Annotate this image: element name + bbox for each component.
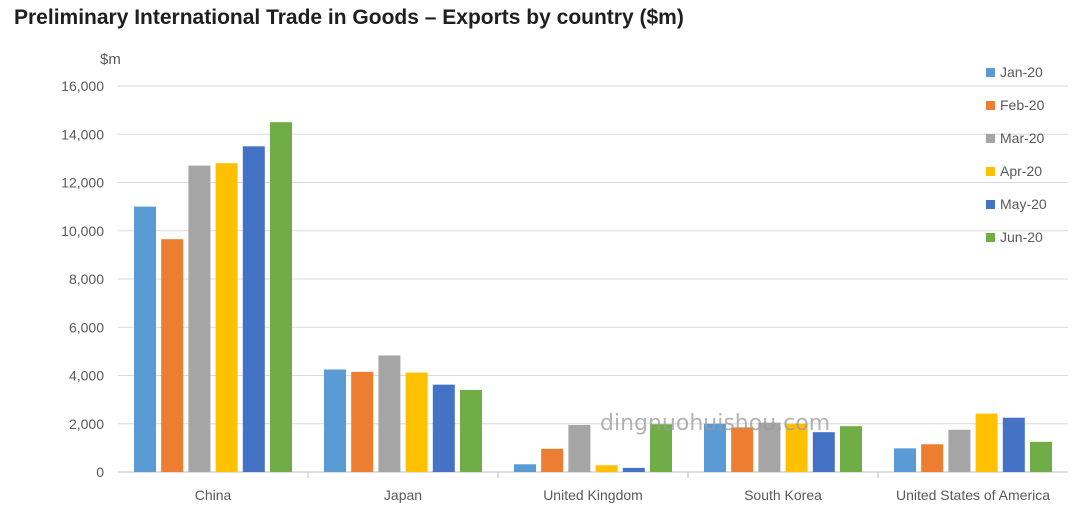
x-category-label: United States of America bbox=[896, 487, 1050, 503]
bar-jun-20 bbox=[840, 426, 862, 472]
bars bbox=[134, 122, 1052, 473]
y-tick-label: 2,000 bbox=[69, 416, 104, 432]
bar-jun-20 bbox=[270, 122, 292, 472]
legend-label: May-20 bbox=[1000, 196, 1047, 212]
gridlines bbox=[118, 85, 1068, 473]
legend-label: Jun-20 bbox=[1000, 229, 1043, 245]
y-tick-label: 12,000 bbox=[61, 175, 104, 191]
bar-jan-20 bbox=[324, 369, 346, 472]
bar-mar-20 bbox=[188, 165, 211, 473]
legend-swatch bbox=[986, 101, 995, 110]
bar-jan-20 bbox=[704, 423, 726, 472]
bar-jan-20 bbox=[134, 206, 156, 472]
y-axis-ticks: 0 2,000 4,000 6,000 8,000 10,000 12,000 14,000 1… bbox=[61, 78, 104, 480]
x-category-label: United Kingdom bbox=[543, 487, 643, 503]
bar-feb-20 bbox=[351, 371, 374, 472]
bar-jun-20 bbox=[650, 424, 672, 472]
bar-apr-20 bbox=[405, 372, 428, 472]
bar-may-20 bbox=[812, 432, 835, 472]
bar-feb-20 bbox=[541, 448, 564, 472]
watermark: dingnuohuishou.com bbox=[600, 411, 830, 436]
bar-apr-20 bbox=[785, 423, 808, 472]
bar-may-20 bbox=[432, 384, 455, 472]
bar-may-20 bbox=[1002, 417, 1025, 472]
x-category-label: China bbox=[195, 487, 232, 503]
bar-apr-20 bbox=[215, 163, 238, 472]
x-category-label: Japan bbox=[384, 487, 422, 503]
bar-apr-20 bbox=[595, 465, 618, 472]
legend: Jan-20 Feb-20 Mar-20 Apr-20 May-20 Jun-20 bbox=[986, 64, 1047, 245]
bar-mar-20 bbox=[378, 355, 401, 472]
y-tick-label: 10,000 bbox=[61, 223, 104, 239]
y-axis-label: $m bbox=[100, 51, 121, 68]
x-category-label: South Korea bbox=[744, 487, 822, 503]
y-tick-label: 0 bbox=[96, 464, 104, 480]
bar-jun-20 bbox=[1030, 441, 1052, 472]
legend-swatch bbox=[986, 68, 995, 77]
legend-label: Apr-20 bbox=[1000, 163, 1042, 179]
y-tick-label: 4,000 bbox=[69, 368, 104, 384]
bar-jun-20 bbox=[460, 389, 482, 472]
x-axis-categories: China Japan United Kingdom South Korea Unite… bbox=[195, 472, 1050, 503]
y-tick-label: 16,000 bbox=[61, 78, 104, 94]
bar-mar-20 bbox=[568, 424, 591, 472]
legend-label: Mar-20 bbox=[1000, 130, 1045, 146]
y-tick-label: 8,000 bbox=[69, 271, 104, 287]
y-tick-label: 6,000 bbox=[69, 319, 104, 335]
legend-swatch bbox=[986, 134, 995, 143]
bar-may-20 bbox=[242, 146, 265, 472]
bar-feb-20 bbox=[731, 427, 754, 472]
legend-swatch bbox=[986, 200, 995, 209]
bar-apr-20 bbox=[975, 413, 998, 472]
bar-feb-20 bbox=[921, 444, 944, 472]
legend-label: Jan-20 bbox=[1000, 64, 1043, 80]
legend-label: Feb-20 bbox=[1000, 97, 1045, 113]
bar-jan-20 bbox=[514, 464, 536, 472]
bar-jan-20 bbox=[894, 448, 916, 472]
bar-feb-20 bbox=[161, 239, 184, 472]
bar-mar-20 bbox=[758, 422, 781, 472]
bar-may-20 bbox=[622, 467, 645, 472]
chart-title: Preliminary International Trade in Goods… bbox=[14, 6, 684, 29]
y-tick-label: 14,000 bbox=[61, 126, 104, 142]
legend-swatch bbox=[986, 167, 995, 176]
bar-mar-20 bbox=[948, 429, 971, 472]
legend-swatch bbox=[986, 233, 995, 242]
